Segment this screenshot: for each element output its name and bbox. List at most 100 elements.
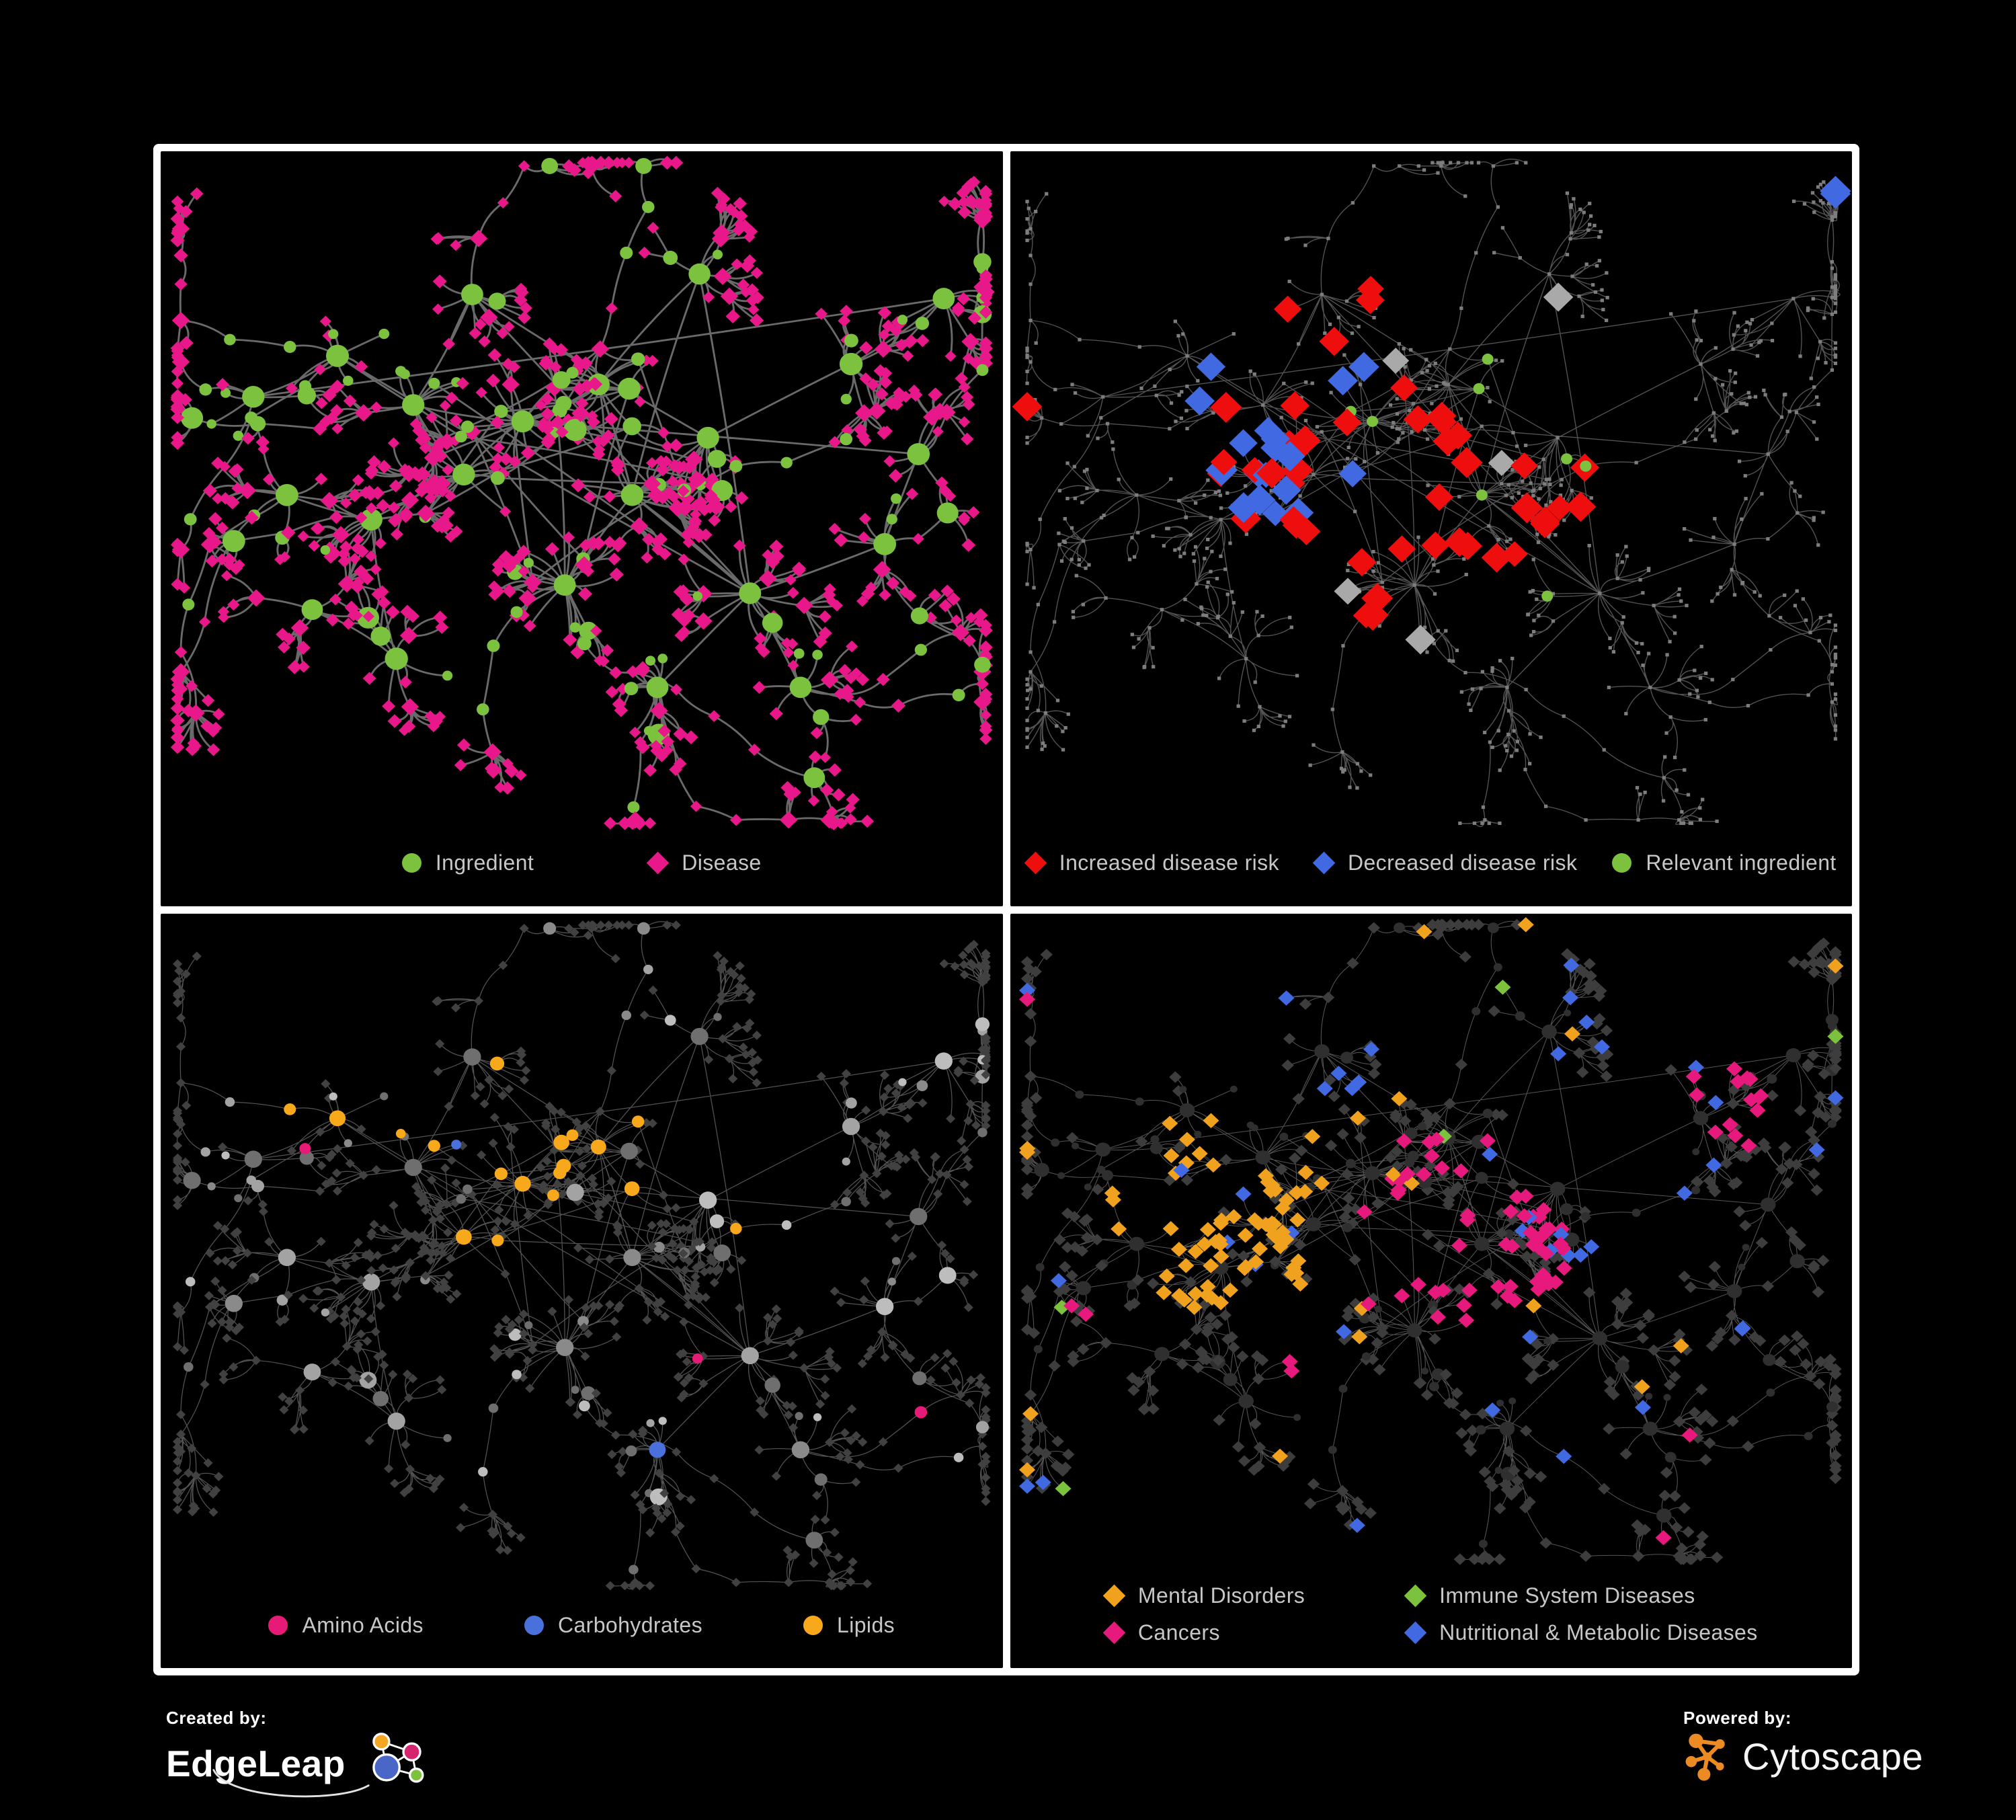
network-node xyxy=(204,1290,214,1300)
network-node xyxy=(1804,618,1808,622)
network-node xyxy=(657,1227,668,1237)
network-node xyxy=(1830,700,1834,704)
network-node xyxy=(1252,1372,1264,1384)
network-node xyxy=(1208,569,1213,573)
network-node xyxy=(1228,429,1258,457)
network-node xyxy=(1232,600,1236,605)
network-node xyxy=(172,1155,183,1164)
network-node xyxy=(1791,199,1796,203)
network-node xyxy=(1543,1337,1551,1345)
network-node xyxy=(1578,207,1582,211)
network-node xyxy=(1441,161,1445,165)
network-node xyxy=(844,333,858,348)
network-node xyxy=(724,500,737,513)
network-node xyxy=(621,1010,632,1020)
network-node xyxy=(224,333,236,346)
network-node xyxy=(981,1452,991,1461)
network-node xyxy=(1543,804,1547,808)
network-node xyxy=(1833,692,1837,697)
network-node xyxy=(1287,715,1291,719)
network-node xyxy=(227,1259,237,1269)
network-node xyxy=(885,1218,895,1228)
network-node xyxy=(910,1208,928,1225)
network-node xyxy=(816,1071,826,1081)
network-node xyxy=(1340,1051,1353,1064)
network-node xyxy=(1589,496,1593,500)
legend-label: Ingredient xyxy=(435,850,534,875)
network-node xyxy=(647,1118,657,1128)
network-node xyxy=(799,1363,809,1373)
network-edges xyxy=(1025,920,1841,1562)
network-node xyxy=(341,1260,351,1270)
network-node xyxy=(739,582,762,604)
network-node xyxy=(1436,629,1440,633)
network-node xyxy=(1339,766,1343,770)
network-node xyxy=(370,626,391,646)
legend-nutrient-classes: Amino Acids Carbohydrates Lipids xyxy=(161,1597,1003,1668)
network-node xyxy=(605,302,618,315)
network-node xyxy=(1541,590,1553,602)
legend-label: Decreased disease risk xyxy=(1347,850,1578,875)
network-node xyxy=(1600,1024,1613,1036)
network-node xyxy=(1636,818,1640,822)
network-node xyxy=(1039,684,1043,688)
network-node xyxy=(1327,366,1358,396)
network-node xyxy=(1308,763,1312,767)
network-node xyxy=(1024,346,1029,350)
network-node xyxy=(1248,369,1252,373)
network-node xyxy=(1057,543,1061,547)
network-node xyxy=(879,366,893,380)
network-node xyxy=(1388,403,1392,407)
network-node xyxy=(1424,650,1429,654)
disease-risk-network-svg xyxy=(1012,159,1851,828)
network-node xyxy=(1432,641,1436,645)
network-node xyxy=(1830,285,1834,289)
network-node xyxy=(1436,161,1440,165)
network-node xyxy=(552,371,571,389)
network-node xyxy=(841,1196,851,1206)
network-node xyxy=(786,1337,796,1347)
network-node xyxy=(1182,551,1186,555)
network-node xyxy=(1024,1388,1037,1400)
network-node xyxy=(1336,1485,1348,1497)
network-node xyxy=(1024,697,1029,701)
network-node xyxy=(584,1254,595,1264)
network-node xyxy=(488,1138,498,1148)
network-node xyxy=(581,1302,591,1312)
network-node xyxy=(647,222,659,234)
network-node xyxy=(658,1190,669,1199)
network-node xyxy=(609,567,624,582)
network-node xyxy=(1499,1421,1515,1436)
network-node xyxy=(1743,329,1747,333)
network-node xyxy=(366,1265,376,1275)
network-node xyxy=(1166,526,1170,530)
network-node xyxy=(1397,342,1401,346)
network-node xyxy=(1625,554,1629,558)
network-node xyxy=(1342,465,1346,469)
network-node xyxy=(580,1351,590,1361)
network-node xyxy=(1528,590,1532,594)
network-node xyxy=(469,229,488,247)
network-node xyxy=(1086,434,1090,438)
network-node xyxy=(1077,1306,1094,1322)
panel-disease-categories: Mental Disorders Immune System Diseases Ca… xyxy=(1010,913,1852,1668)
network-node xyxy=(463,1047,481,1066)
network-node xyxy=(1541,457,1545,461)
network-node xyxy=(1095,1142,1111,1156)
network-node xyxy=(1024,216,1029,221)
legend-item: Disease xyxy=(646,850,761,875)
network-node xyxy=(713,1013,722,1021)
network-highlight-nodes xyxy=(1018,916,1843,1545)
network-node xyxy=(1117,477,1121,481)
network-node xyxy=(1311,473,1316,477)
network-node xyxy=(1602,1423,1615,1435)
network-node xyxy=(1218,518,1223,522)
network-node xyxy=(609,666,622,679)
network-node xyxy=(487,348,502,362)
network-node xyxy=(1515,1011,1525,1021)
network-node xyxy=(1071,610,1075,614)
legend-label: Mental Disorders xyxy=(1137,1583,1305,1608)
network-node xyxy=(199,383,212,396)
network-node xyxy=(953,1452,964,1462)
network-node xyxy=(1536,497,1541,501)
